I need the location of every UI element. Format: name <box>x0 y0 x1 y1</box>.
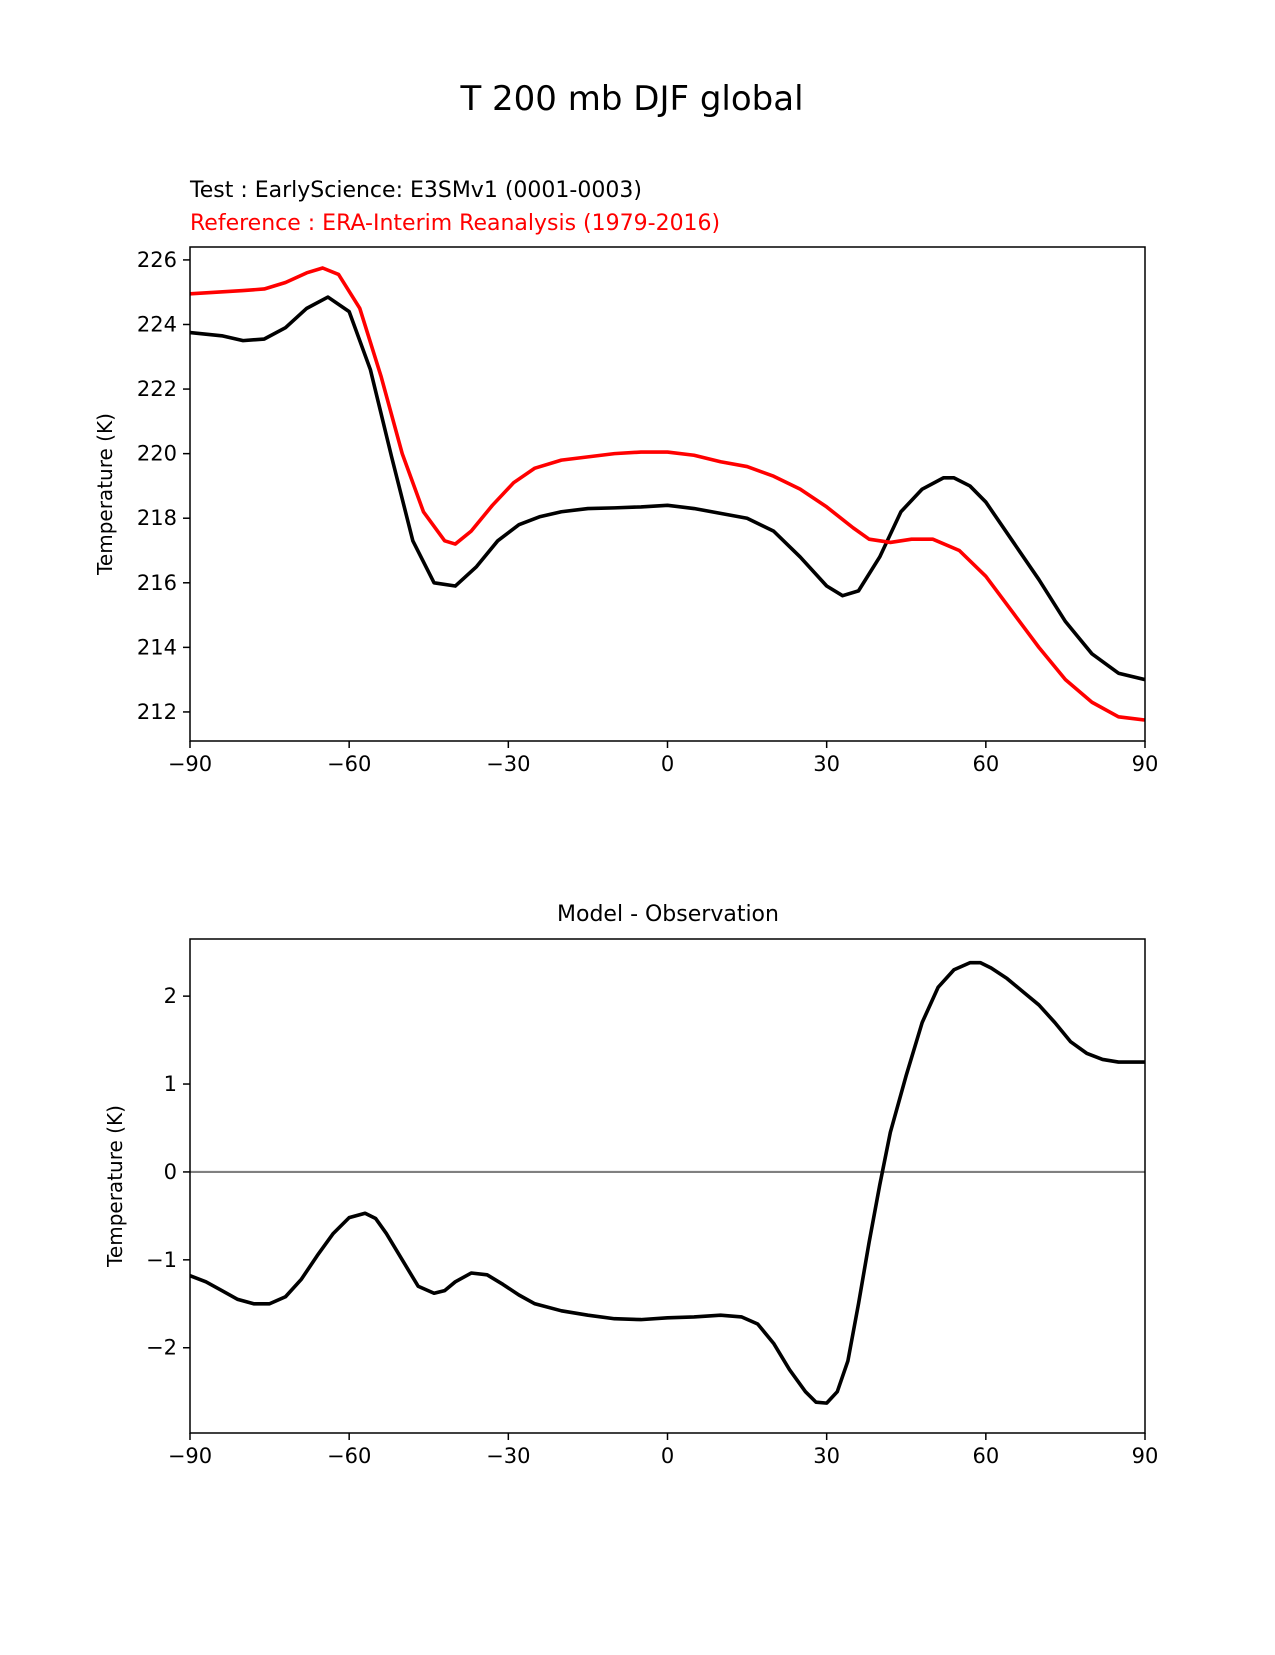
top-x-tick-label: −30 <box>486 752 530 776</box>
test-label: Test : EarlyScience: E3SMv1 (0001-0003) <box>189 178 642 203</box>
bottom-panel-marks: −90 −60 −30 0 30 60 90 −2 −1 0 1 2 Temperature (K) <box>103 938 1159 1468</box>
top-y-tick-label: 226 <box>137 248 177 272</box>
top-y-tick-label: 212 <box>137 700 177 724</box>
top-series-test-line <box>190 295 1145 682</box>
top-y-tick-label: 218 <box>137 506 177 530</box>
top-x-tick-label: −90 <box>168 752 212 776</box>
bottom-series-model-observation-line <box>190 960 1145 1405</box>
bottom-x-tick-label: −30 <box>486 1444 530 1468</box>
top-y-tick-label: 224 <box>137 312 177 336</box>
top-x-tick-label: 30 <box>813 752 840 776</box>
top-y-tick-label: 222 <box>137 377 177 401</box>
bottom-x-tick-label: 90 <box>1132 1444 1159 1468</box>
bottom-y-tick-label: 1 <box>164 1072 177 1096</box>
bottom-y-tick-label: 2 <box>164 984 177 1008</box>
bottom-x-tick-label: 0 <box>661 1444 674 1468</box>
bottom-x-tick-label: −60 <box>327 1444 371 1468</box>
bottom-y-axis-label: Temperature (K) <box>103 1105 127 1268</box>
top-y-axis-label: Temperature (K) <box>93 413 117 576</box>
bottom-y-tick-label: −2 <box>146 1336 177 1360</box>
top-x-tick-label: 60 <box>972 752 999 776</box>
bottom-x-tick-label: 60 <box>972 1444 999 1468</box>
bottom-axes-frame <box>189 938 1146 1434</box>
top-axes-frame <box>189 246 1146 742</box>
top-x-tick-label: 0 <box>661 752 674 776</box>
top-y-tick-label: 220 <box>137 442 177 466</box>
bottom-panel: Model - Observation −90 −60 −30 0 30 60 90 −2 −1… <box>103 902 1158 1468</box>
reference-label: Reference : ERA-Interim Reanalysis (1979… <box>190 211 720 236</box>
top-series-reference-line <box>190 266 1145 722</box>
difference-title: Model - Observation <box>557 902 779 927</box>
top-x-tick-label: −60 <box>327 752 371 776</box>
bottom-y-tick-label: 0 <box>164 1160 177 1184</box>
top-y-tick-label: 214 <box>137 635 177 659</box>
bottom-y-tick-label: −1 <box>146 1248 177 1272</box>
top-panel: Test : EarlyScience: E3SMv1 (0001-0003) … <box>93 178 1158 776</box>
figure-title: T 200 mb DJF global <box>459 79 803 119</box>
top-x-tick-label: 90 <box>1132 752 1159 776</box>
bottom-x-tick-label: −90 <box>168 1444 212 1468</box>
bottom-x-tick-label: 30 <box>813 1444 840 1468</box>
top-y-tick-label: 216 <box>137 571 177 595</box>
top-panel-marks: −90 −60 −30 0 30 60 90 212 214 216 218 220 222 224 226… <box>93 246 1159 776</box>
